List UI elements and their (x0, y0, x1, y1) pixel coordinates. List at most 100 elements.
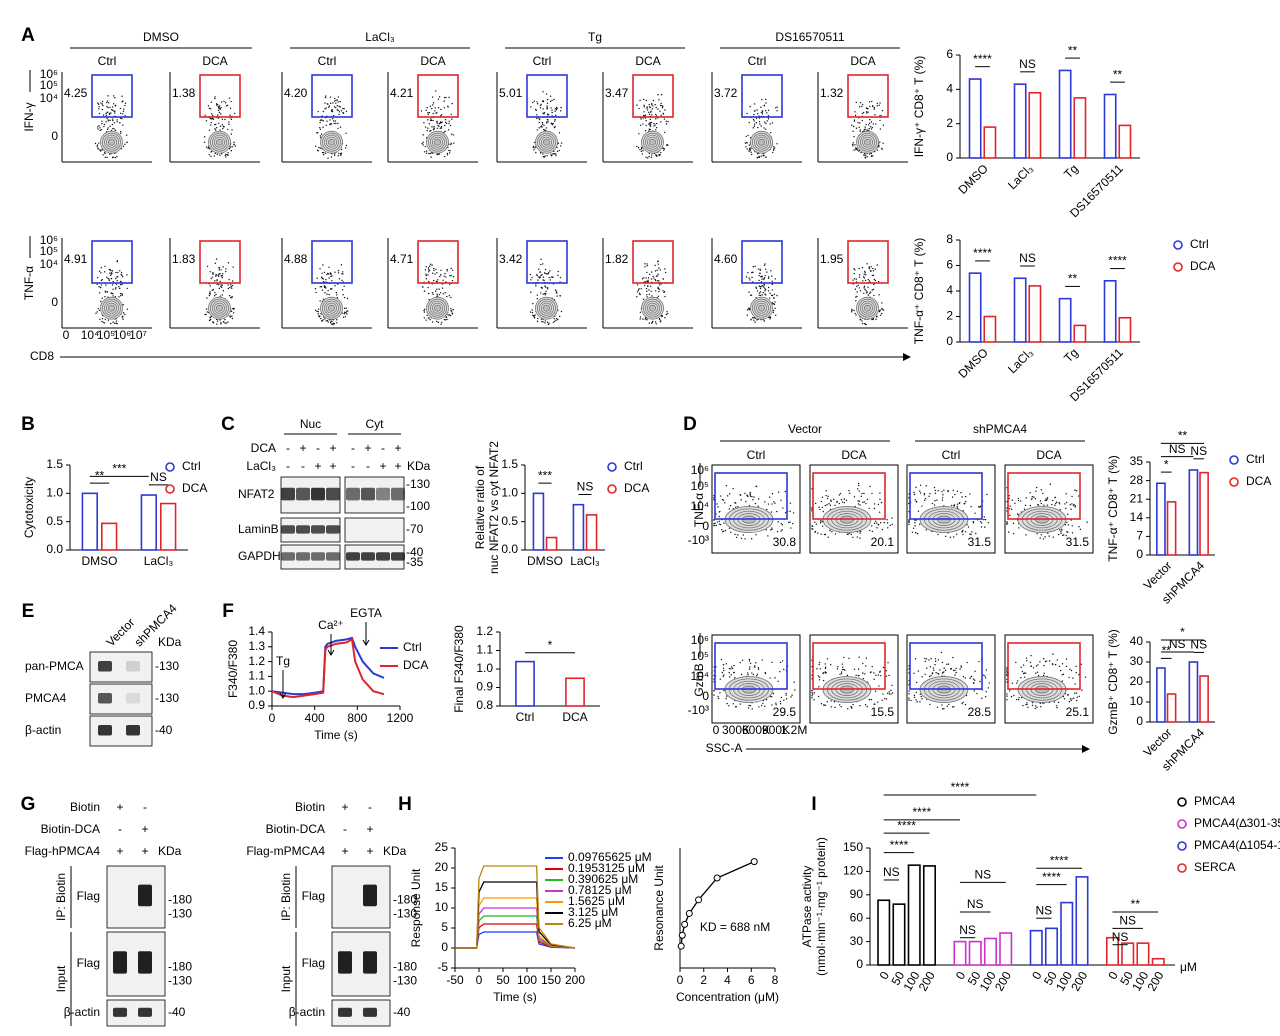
event-dot (219, 272, 221, 275)
event-dot (451, 102, 453, 105)
event-dot (1070, 508, 1072, 510)
event-dot (220, 323, 222, 325)
event-dot (869, 118, 871, 121)
event-dot (758, 279, 760, 282)
event-dot (100, 300, 102, 303)
bar (892, 903, 906, 966)
event-dot (329, 273, 332, 275)
blot-band (376, 552, 390, 561)
y-tick-label: 21 (1130, 491, 1144, 505)
data-point (677, 942, 685, 950)
event-dot (649, 128, 651, 131)
event-dot (545, 290, 547, 292)
event-dot (1026, 660, 1028, 662)
event-dot (116, 155, 118, 158)
event-dot (324, 286, 326, 288)
event-dot (915, 501, 918, 503)
event-dot (765, 699, 768, 701)
event-dot (793, 681, 795, 683)
legend-label: PMCA4(∆1054-1205) (1194, 838, 1280, 852)
event-dot (934, 499, 936, 502)
event-dot (1071, 532, 1074, 534)
event-dot (858, 106, 861, 108)
event-dot (961, 531, 963, 533)
event-dot (426, 106, 428, 109)
event-dot (936, 499, 938, 501)
event-dot (747, 495, 749, 497)
event-dot (1055, 501, 1058, 503)
flow-contour (543, 138, 550, 146)
event-dot (773, 297, 775, 299)
flow-tick-label: 600K (742, 723, 770, 737)
event-dot (122, 110, 125, 112)
flow-tick-label: 10⁶ (113, 328, 131, 342)
event-dot (725, 663, 728, 665)
event-dot (769, 123, 771, 125)
gate (847, 74, 889, 118)
y-tick-label: 2 (946, 116, 953, 130)
event-dot (866, 156, 868, 158)
event-dot (218, 267, 220, 269)
event-dot (434, 273, 436, 275)
group-header: shPMCA4 (973, 422, 1027, 436)
event-dot (862, 662, 864, 665)
event-dot (823, 533, 826, 536)
event-dot (946, 663, 948, 666)
event-dot (982, 674, 985, 676)
event-dot (535, 151, 537, 154)
event-dot (99, 150, 102, 152)
event-dot (970, 675, 973, 678)
event-dot (1025, 704, 1027, 706)
event-dot (870, 266, 872, 268)
event-dot (836, 668, 839, 670)
event-dot (451, 313, 454, 315)
flow-contour (643, 132, 662, 152)
event-dot (1074, 505, 1077, 507)
event-dot (114, 105, 116, 107)
event-dot (850, 533, 852, 536)
y-tick-label: 1.1 (248, 669, 265, 683)
gate (91, 240, 133, 284)
event-dot (532, 145, 535, 148)
event-dot (941, 661, 944, 664)
event-dot (865, 154, 867, 156)
event-dot (122, 303, 124, 306)
kda-marker: -40 (406, 545, 424, 559)
event-dot (980, 526, 983, 528)
event-dot (530, 279, 532, 281)
significance-label: NS (1019, 251, 1036, 265)
event-dot (439, 275, 441, 278)
event-dot (822, 672, 824, 675)
event-dot (657, 263, 659, 265)
event-dot (449, 124, 452, 127)
event-dot (546, 121, 548, 123)
event-dot (713, 524, 716, 527)
event-dot (748, 307, 751, 310)
kda-marker: -35 (406, 555, 424, 569)
event-dot (104, 318, 107, 321)
legend-marker (1173, 240, 1183, 250)
event-dot (878, 294, 880, 296)
event-dot (763, 104, 766, 106)
event-dot (100, 102, 102, 104)
event-dot (213, 155, 215, 157)
event-dot (546, 155, 548, 157)
event-dot (872, 270, 875, 272)
event-dot (432, 293, 434, 295)
treatment-sign: + (394, 441, 401, 455)
event-dot (773, 146, 775, 148)
event-dot (749, 705, 752, 707)
event-dot (929, 703, 931, 706)
event-dot (104, 290, 107, 292)
event-dot (720, 658, 723, 661)
event-dot (1061, 663, 1064, 665)
event-dot (757, 156, 759, 159)
event-dot (658, 99, 660, 101)
flow-tick-label: 10⁴ (39, 257, 58, 271)
event-dot (654, 264, 656, 267)
event-dot (769, 292, 771, 294)
event-dot (876, 522, 878, 524)
event-dot (215, 258, 218, 260)
event-dot (339, 106, 342, 108)
event-dot (116, 121, 118, 123)
